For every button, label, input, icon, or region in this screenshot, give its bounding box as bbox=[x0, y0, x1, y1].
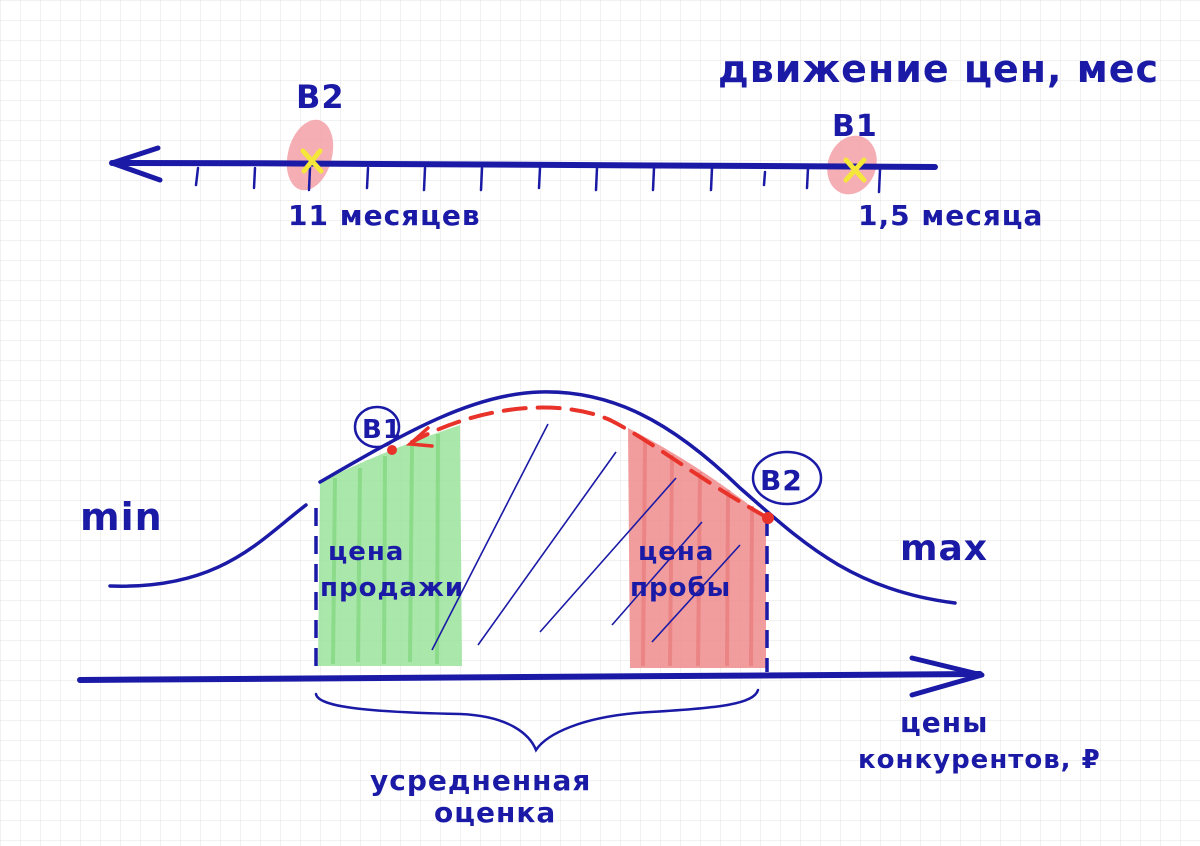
price-axis-label-line-1: цены bbox=[900, 706, 988, 739]
timeline: движение цен, мес bbox=[109, 47, 1159, 232]
left-x-marker bbox=[300, 148, 324, 174]
sale-price-zone bbox=[318, 425, 462, 666]
point-b1-label: В1 bbox=[362, 415, 402, 445]
trial-price-zone-strokes bbox=[641, 439, 754, 667]
price-axis-label-line-2: конкурентов, ₽ bbox=[858, 745, 1101, 775]
trial-price-line-2: пробы bbox=[630, 573, 731, 603]
sale-price-line-2: продажи bbox=[320, 573, 464, 603]
distribution-curve bbox=[108, 390, 957, 605]
average-zone-hatching bbox=[431, 423, 741, 651]
right-marker-caption: 1,5 месяца bbox=[858, 199, 1043, 232]
average-estimate-brace bbox=[314, 688, 760, 753]
left-marker-caption: 11 месяцев bbox=[288, 199, 481, 232]
price-axis-arrowhead bbox=[909, 655, 985, 698]
timeline-arrowhead bbox=[109, 145, 163, 183]
sale-price-line-1: цена bbox=[328, 537, 404, 567]
timeline-ticks bbox=[194, 166, 882, 194]
max-label: max bbox=[900, 528, 988, 569]
timeline-axis-line bbox=[109, 160, 938, 170]
point-b2-dot bbox=[762, 512, 774, 524]
point-b2-label: В2 bbox=[760, 464, 803, 497]
timeline-title: движение цен, мес bbox=[718, 47, 1159, 91]
price-movement-arrowhead bbox=[405, 426, 434, 448]
point-b1-dot bbox=[387, 445, 397, 455]
right-x-marker bbox=[843, 157, 867, 183]
trial-price-line-1: цена bbox=[638, 537, 714, 567]
sale-price-zone-strokes bbox=[331, 433, 440, 665]
price-movement-arrow bbox=[410, 405, 770, 520]
average-estimate-line-1: усредненная bbox=[370, 764, 591, 797]
right-marker-label: В1 bbox=[832, 109, 878, 144]
min-label: min bbox=[80, 495, 163, 539]
trial-price-zone bbox=[628, 428, 766, 668]
point-b1-circle bbox=[353, 405, 401, 449]
point-b2-circle bbox=[751, 450, 823, 506]
average-estimate-line-2: оценка bbox=[434, 796, 556, 829]
price-distribution: В1 В2 min max цена продажи цена пробы ус… bbox=[77, 390, 1101, 829]
price-axis-line bbox=[77, 671, 983, 683]
left-marker-label: В2 bbox=[296, 78, 345, 116]
